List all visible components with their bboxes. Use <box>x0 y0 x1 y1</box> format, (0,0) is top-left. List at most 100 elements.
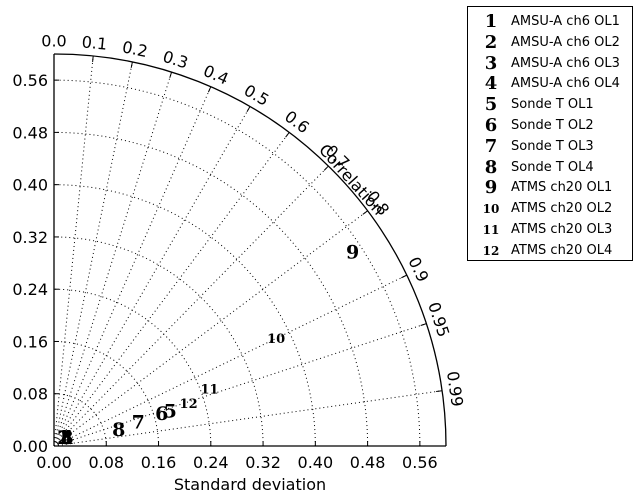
corr-tick-4 <box>207 86 212 93</box>
x-axis-label: Standard deviation <box>174 475 326 494</box>
data-point-11: 11 <box>200 383 218 398</box>
legend-label: AMSU-A ch6 OL4 <box>511 76 620 92</box>
legend-item: 10 ATMS ch20 OL2 <box>468 198 632 218</box>
legend-item: 11 ATMS ch20 OL3 <box>468 219 632 239</box>
corr-tick-label-5: 0.5 <box>241 81 273 110</box>
y-tick-label-7: 0.56 <box>12 71 48 90</box>
data-point-1: 1 <box>57 427 70 449</box>
corr-grid-line-7 <box>53 165 329 447</box>
std-grid-arc-1 <box>53 393 107 447</box>
corr-tick-label-11: 0.99 <box>443 370 467 408</box>
data-point-8: 8 <box>112 419 125 441</box>
corr-grid-line-8 <box>53 210 368 447</box>
legend-label: AMSU-A ch6 OL3 <box>511 55 620 71</box>
legend-marker: 4 <box>484 73 498 95</box>
data-point-10: 10 <box>267 332 285 347</box>
legend-marker: 1 <box>484 11 498 32</box>
legend-item: 6 Sonde T OL2 <box>468 115 632 136</box>
corr-grid-line-3 <box>53 71 173 447</box>
legend-item: 5 Sonde T OL1 <box>468 94 632 116</box>
corr-tick-7 <box>323 165 329 171</box>
corr-tick-label-3: 0.3 <box>161 47 191 73</box>
x-tick-label-7: 0.56 <box>402 453 438 472</box>
legend-marker: 2 <box>484 31 498 53</box>
data-point-5: 5 <box>164 400 177 422</box>
corr-tick-label-6: 0.6 <box>281 107 313 137</box>
x-tick-label-4: 0.32 <box>245 453 281 472</box>
corr-grid-line-9 <box>53 274 408 447</box>
legend-label: Sonde T OL4 <box>511 159 594 175</box>
y-tick-label-4: 0.32 <box>12 228 48 247</box>
x-tick-label-0: 0.00 <box>36 453 72 472</box>
y-tick-label-3: 0.24 <box>12 280 48 299</box>
legend-label: AMSU-A ch6 OL2 <box>511 34 620 50</box>
corr-grid-line-2 <box>53 61 133 447</box>
legend-item: 12 ATMS ch20 OL4 <box>468 240 632 260</box>
corr-tick-label-10: 0.95 <box>424 300 453 340</box>
legend-label: AMSU-A ch6 OL1 <box>511 14 620 29</box>
corr-tick-10 <box>420 323 427 326</box>
std-grid-arc-6 <box>53 131 369 447</box>
corr-tick-label-0: 0.0 <box>41 32 66 51</box>
legend-label: Sonde T OL3 <box>511 138 594 154</box>
std-grid-arc-7 <box>53 79 421 447</box>
corr-tick-3 <box>169 71 173 78</box>
x-tick-label-3: 0.24 <box>193 453 229 472</box>
data-point-7: 7 <box>132 411 145 433</box>
legend-marker: 9 <box>484 177 498 199</box>
legend-label: ATMS ch20 OL3 <box>511 222 613 237</box>
corr-grid-line-1 <box>53 55 94 447</box>
corr-grid-line-5 <box>53 106 251 447</box>
legend-item: 7 Sonde T OL3 <box>468 135 632 157</box>
legend-item: 8 Sonde T OL4 <box>468 156 632 178</box>
legend-item: 2 AMSU-A ch6 OL2 <box>468 31 632 53</box>
corr-tick-8 <box>362 210 368 215</box>
legend-marker: 12 <box>482 243 500 258</box>
corr-tick-9 <box>401 274 408 279</box>
corr-grid-line-10 <box>53 323 427 447</box>
legend-item: 4 AMSU-A ch6 OL4 <box>468 73 632 95</box>
legend-label: ATMS ch20 OL4 <box>511 242 613 258</box>
legend-item: 3 AMSU-A ch6 OL3 <box>468 52 632 74</box>
legend-marker: 6 <box>484 115 498 136</box>
corr-tick-label-1: 0.1 <box>81 32 108 53</box>
legend-marker: 5 <box>484 94 498 116</box>
corr-grid-line-4 <box>53 86 212 447</box>
y-tick-label-5: 0.40 <box>12 176 48 195</box>
y-tick-label-0: 0.00 <box>12 437 48 456</box>
data-point-4: 4 <box>60 427 73 449</box>
std-grid-arc-4 <box>53 236 264 447</box>
legend: 1 AMSU-A ch6 OL1 2 AMSU-A ch6 OL2 3 AMSU-A ch… <box>467 6 633 261</box>
data-point-9: 9 <box>346 241 359 263</box>
legend-label: Sonde T OL1 <box>511 97 594 113</box>
corr-tick-label-2: 0.2 <box>121 37 150 61</box>
data-point-12: 12 <box>180 397 198 412</box>
legend-marker: 8 <box>484 156 498 178</box>
x-tick-label-2: 0.16 <box>141 453 177 472</box>
tick-labels: 0.000.000.080.080.160.160.240.240.320.32… <box>12 32 466 473</box>
correlation-arc-label: Correlation <box>315 140 388 218</box>
y-tick-label-1: 0.08 <box>12 385 48 404</box>
y-tick-label-6: 0.48 <box>12 123 48 142</box>
corr-tick-11 <box>436 390 443 393</box>
axes <box>53 53 447 447</box>
legend-label: ATMS ch20 OL1 <box>511 180 613 196</box>
corr-tick-1 <box>92 55 94 62</box>
legend-marker: 7 <box>484 135 498 157</box>
legend-label: ATMS ch20 OL2 <box>511 201 613 217</box>
legend-item: 9 ATMS ch20 OL1 <box>468 177 632 199</box>
data-point-2: 2 <box>57 427 70 449</box>
corr-tick-2 <box>130 61 133 68</box>
legend-item: 1 AMSU-A ch6 OL1 <box>468 11 632 32</box>
x-tick-label-6: 0.48 <box>350 453 386 472</box>
corr-tick-6 <box>285 132 290 138</box>
y-tick-label-2: 0.16 <box>12 332 48 351</box>
corr-grid-line-6 <box>53 132 290 447</box>
legend-marker: 3 <box>484 52 498 74</box>
x-tick-label-1: 0.08 <box>88 453 124 472</box>
legend-label: Sonde T OL2 <box>511 118 594 133</box>
corr-tick-5 <box>246 106 251 112</box>
x-tick-label-5: 0.40 <box>298 453 334 472</box>
